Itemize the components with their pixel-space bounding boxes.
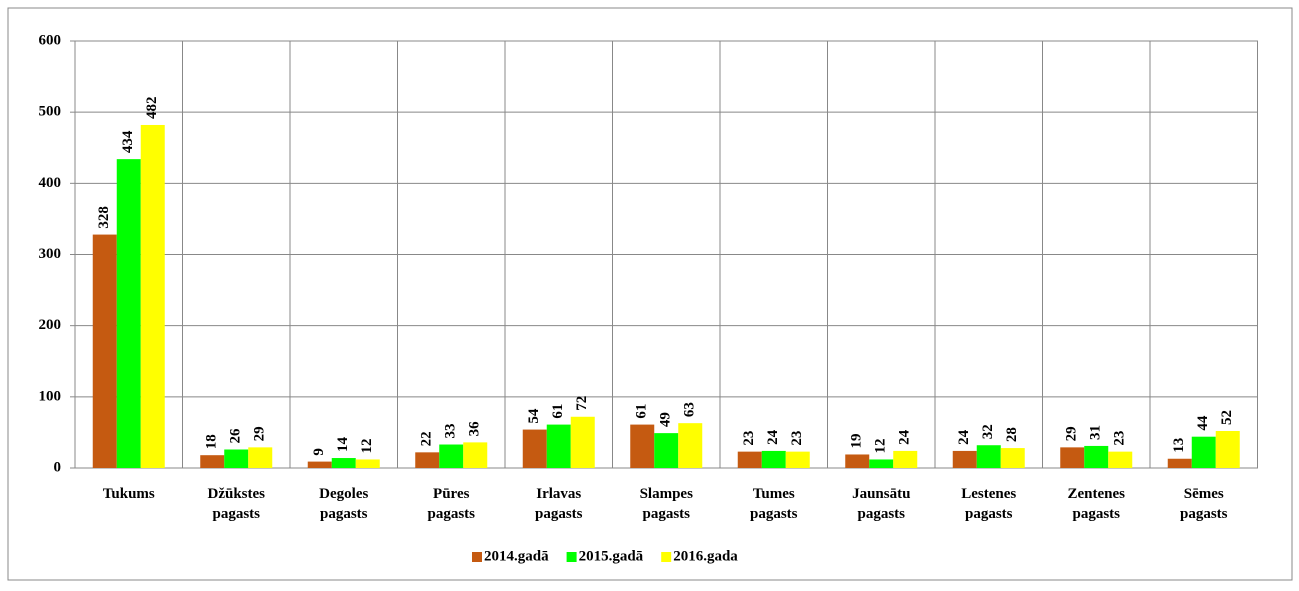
value-label: 14 (335, 437, 351, 453)
x-tick-label: Degoles pagasts (319, 486, 368, 522)
value-label: 72 (574, 396, 590, 411)
bar (845, 454, 870, 468)
bar (1060, 447, 1085, 468)
value-label: 33 (443, 424, 459, 439)
bar (1215, 430, 1240, 468)
y-tick-label: 300 (39, 246, 62, 262)
x-tick-label: Pūres pagasts (427, 486, 475, 522)
bar (1000, 448, 1025, 468)
bar (331, 458, 356, 468)
bar (1084, 445, 1109, 468)
bar (1167, 458, 1192, 468)
value-label: 32 (980, 424, 996, 439)
value-label: 18 (204, 434, 220, 449)
legend-label: 2014.gadā (484, 548, 549, 564)
bar (654, 433, 679, 468)
bar (224, 449, 249, 468)
value-label: 49 (658, 412, 674, 427)
bar (976, 445, 1001, 468)
legend-swatch (472, 552, 482, 562)
y-tick-label: 400 (39, 175, 62, 191)
value-label: 328 (96, 206, 112, 229)
value-label: 12 (359, 438, 375, 453)
value-label: 24 (897, 429, 913, 445)
x-tick-label: Tukums (103, 486, 155, 502)
bar (546, 424, 571, 468)
value-label: 482 (144, 96, 160, 119)
bar (116, 159, 141, 469)
value-label: 13 (1171, 438, 1187, 453)
bar (248, 447, 273, 468)
bar (678, 423, 703, 468)
value-label: 26 (228, 428, 244, 444)
bar (570, 416, 595, 468)
x-tick-label: Lestenes pagasts (961, 486, 1016, 522)
x-tick-label: Jaunsātu pagasts (852, 486, 910, 522)
bar (1108, 451, 1133, 468)
value-label: 28 (1004, 427, 1020, 442)
bar (140, 124, 165, 468)
bar (307, 461, 332, 468)
chart-border (7, 7, 1293, 581)
legend-swatch (661, 552, 672, 562)
bar (893, 450, 918, 468)
legend-label: 2016.gada (673, 548, 738, 564)
value-label: 23 (1112, 431, 1128, 446)
legend-label: 2015.gadā (579, 548, 644, 564)
x-tick-label: Sēmes pagasts (1180, 486, 1228, 522)
bar (522, 429, 547, 468)
bar (761, 450, 786, 468)
value-label: 434 (120, 130, 136, 153)
bar (785, 451, 810, 468)
bar (200, 455, 225, 468)
bar (415, 452, 440, 468)
value-label: 29 (1064, 426, 1080, 441)
value-label: 54 (526, 408, 542, 424)
value-label: 63 (682, 402, 698, 417)
value-label: 19 (849, 433, 865, 448)
bar (737, 451, 762, 468)
value-label: 61 (550, 404, 566, 419)
value-label: 61 (634, 404, 650, 419)
y-tick-label: 500 (39, 104, 62, 120)
value-label: 24 (765, 429, 781, 445)
value-label: 9 (311, 448, 327, 456)
bar (869, 459, 894, 468)
value-label: 22 (419, 431, 435, 446)
value-label: 23 (789, 431, 805, 446)
x-tick-label: Irlavas pagasts (535, 486, 583, 522)
bar (630, 424, 655, 468)
bar (92, 234, 117, 468)
value-label: 44 (1195, 415, 1211, 431)
y-tick-label: 0 (54, 459, 62, 475)
value-label: 36 (467, 421, 483, 437)
value-label: 52 (1219, 410, 1235, 425)
bar (952, 450, 977, 468)
y-tick-label: 200 (39, 317, 62, 333)
value-label: 23 (741, 431, 757, 446)
value-label: 12 (873, 438, 889, 453)
bar (1191, 436, 1216, 468)
y-tick-label: 100 (39, 388, 62, 404)
x-tick-label: Tumes pagasts (750, 486, 798, 522)
x-tick-label: Džūkstes pagasts (207, 486, 265, 522)
x-tick-label: Zentenes pagasts (1068, 486, 1126, 522)
bar (463, 442, 488, 468)
x-tick-label: Slampes pagasts (640, 486, 694, 522)
bar (439, 444, 464, 468)
value-label: 24 (956, 429, 972, 445)
value-label: 29 (252, 426, 268, 441)
bar (355, 459, 380, 468)
value-label: 31 (1088, 425, 1104, 440)
y-tick-label: 600 (39, 32, 62, 48)
legend-swatch (566, 552, 577, 562)
